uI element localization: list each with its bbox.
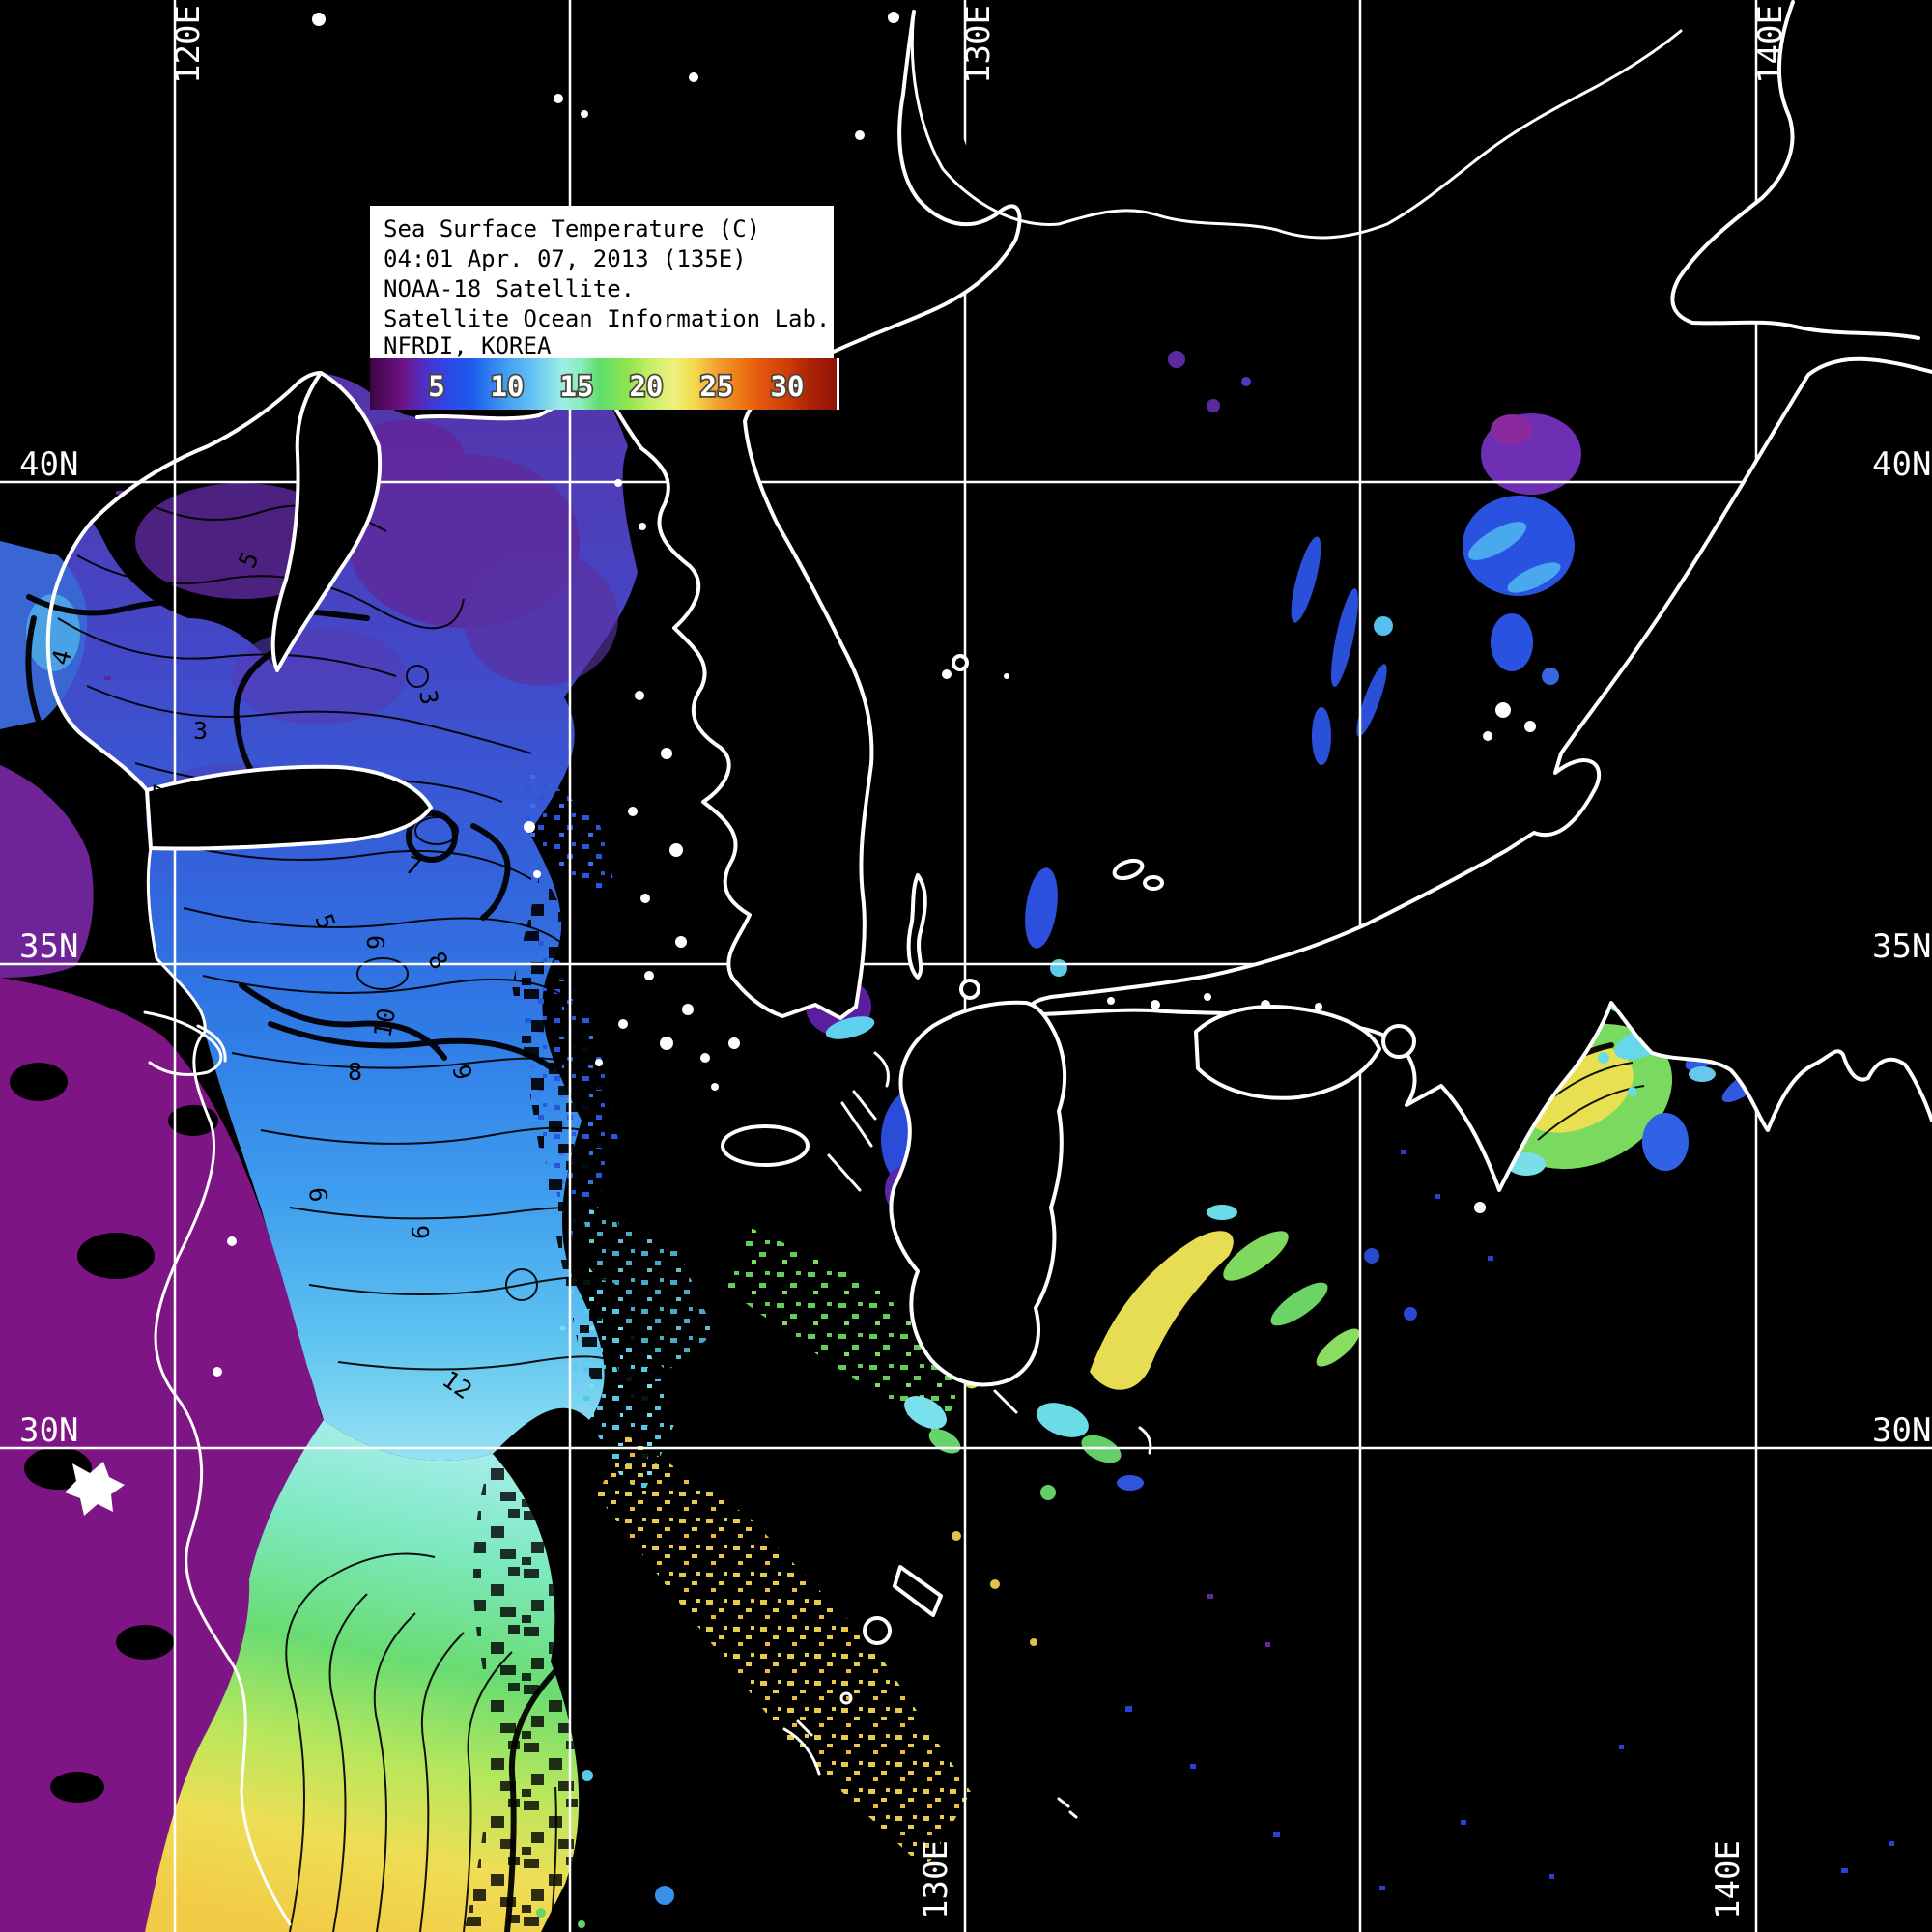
label-140e-top: 140E — [1751, 5, 1790, 84]
contour-label: 3 — [413, 688, 443, 707]
label-40n-left: 40N — [19, 445, 78, 484]
contour-label: 6 — [303, 1186, 332, 1204]
jeju-island — [721, 1124, 810, 1167]
honshu-landmass — [1031, 358, 1932, 1191]
seto-inland-islets — [1107, 993, 1322, 1010]
liaoning-coast — [90, 371, 323, 524]
yakushima — [863, 1616, 892, 1645]
asia-mainland-coast — [910, 10, 1683, 240]
contour-label: 9 — [446, 1062, 477, 1083]
bohai-coast — [45, 520, 149, 792]
oki-islands — [1112, 858, 1145, 881]
colorbar-end-cap — [837, 358, 839, 410]
contour-label: 4 — [46, 646, 77, 668]
hokkaido-landmass — [1672, 0, 1932, 340]
iki-island — [959, 979, 980, 1000]
scattered-specks — [104, 491, 1894, 1928]
kyushu-island — [889, 1000, 1067, 1387]
title-line-4: Satellite Ocean Information Lab. — [384, 305, 830, 332]
tanegashima — [893, 1565, 943, 1617]
label-35n-right: 35N — [1872, 927, 1931, 966]
title-line-3: NOAA-18 Satellite. — [384, 275, 635, 302]
cloud-white-specks — [312, 12, 1536, 1213]
title-line-5: NFRDI, KOREA — [384, 332, 552, 359]
dokdo — [1004, 673, 1009, 679]
coastlines — [45, 0, 1932, 1926]
colorbar-tick-15: 15 — [560, 370, 594, 403]
label-30n-left: 30N — [19, 1411, 78, 1450]
label-130e-bottom: 130E — [917, 1840, 955, 1919]
graticule-labels: 120E 130E 140E 130E 140E 40N 35N 30N 40N… — [19, 5, 1931, 1919]
contour-label: 3 — [193, 717, 208, 745]
label-30n-right: 30N — [1872, 1411, 1931, 1450]
korea-archipelago-specks — [524, 479, 740, 1091]
east-china-sea-coastal-field — [0, 541, 324, 1932]
tsushima-island — [906, 873, 927, 980]
contour-label: 6 — [361, 935, 389, 950]
awaji-island — [1381, 1024, 1416, 1059]
china-east-coast — [146, 846, 292, 1926]
legend-panel: Sea Surface Temperature (C) 04:01 Apr. 0… — [370, 206, 839, 410]
korea-west-south-coast — [595, 373, 858, 1020]
ulleungdo — [952, 654, 969, 671]
contour-label: 10 — [368, 1006, 401, 1039]
title-line-2: 04:01 Apr. 07, 2013 (135E) — [384, 245, 747, 272]
contour-label: 4 — [143, 782, 172, 800]
colorbar-tick-25: 25 — [700, 370, 734, 403]
label-120e-top: 120E — [169, 5, 208, 84]
label-35n-left: 35N — [19, 927, 78, 966]
honshu-coast — [1029, 356, 1932, 1192]
cloud-holes — [10, 1063, 218, 1803]
label-140e-bottom: 140E — [1709, 1840, 1747, 1919]
title-line-1: Sea Surface Temperature (C) — [384, 215, 760, 242]
colorbar-tick-5: 5 — [428, 370, 444, 403]
colorbar-ticks: 5 10 15 20 25 30 — [427, 368, 807, 405]
ryukyu-islets — [782, 1389, 1152, 1819]
title-box — [370, 206, 834, 358]
colorbar-tick-10: 10 — [491, 370, 525, 403]
hokkaido-coast — [1670, 0, 1920, 340]
oki-islet — [1143, 875, 1164, 891]
zhoushan-islands — [65, 1462, 125, 1516]
hangzhou-bay — [143, 1010, 223, 1076]
colorbar-tick-30: 30 — [771, 370, 805, 403]
colorbar-tick-20: 20 — [630, 370, 664, 403]
label-130e-top: 130E — [959, 5, 998, 84]
contour-label: 8 — [348, 1058, 362, 1086]
goto-islands — [827, 1051, 890, 1192]
contour-label: 9 — [406, 1225, 434, 1239]
sst-contour-lines — [57, 501, 619, 1932]
label-40n-right: 40N — [1872, 445, 1931, 484]
shandong-peninsula — [145, 764, 433, 851]
colorbar — [370, 358, 838, 410]
liaodong-peninsula — [270, 371, 383, 672]
